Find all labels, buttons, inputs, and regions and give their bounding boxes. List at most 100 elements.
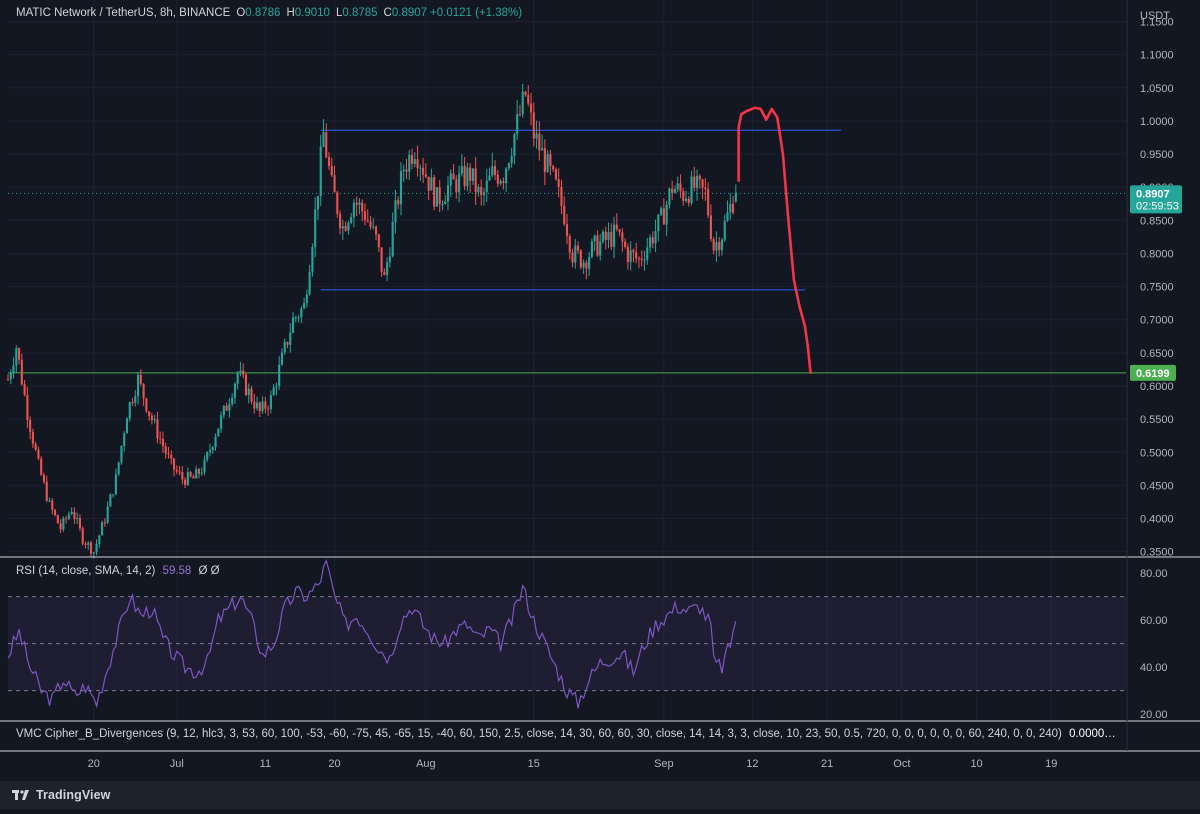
candle-body <box>264 401 267 409</box>
last-price-countdown: 02:59:53 <box>1136 200 1179 212</box>
price-tick-label: 0.8000 <box>1140 248 1174 260</box>
candle-body <box>696 175 699 188</box>
vmc-label[interactable]: VMC Cipher_B_Divergences (9, 12, hlc3, 3… <box>16 728 1062 740</box>
candle-body <box>549 153 552 167</box>
candle-body <box>153 419 156 421</box>
candle-body <box>510 155 513 164</box>
candle-body <box>388 256 391 263</box>
candle-body <box>84 543 87 545</box>
candle-body <box>532 112 535 139</box>
candle-body <box>380 247 383 272</box>
candle-body <box>300 308 303 318</box>
candle-body <box>95 543 98 553</box>
candle-body <box>618 229 621 233</box>
candle-body <box>574 245 577 263</box>
candle-body <box>117 462 120 475</box>
candle-body <box>128 402 131 419</box>
candle-body <box>9 373 12 380</box>
symbol-title[interactable]: MATIC Network / TetherUS, 8h, BINANCE <box>16 7 231 19</box>
low-value: 0.8785 <box>342 7 378 19</box>
candle-body <box>322 132 325 147</box>
candle-body <box>200 472 203 474</box>
rsi-label[interactable]: RSI (14, close, SMA, 14, 2) <box>16 565 156 577</box>
candle-body <box>275 385 278 388</box>
candle-body <box>53 509 57 516</box>
candle-body <box>496 174 499 184</box>
candle-body <box>430 177 433 191</box>
candle-body <box>73 511 76 519</box>
candlestick-series <box>6 83 737 559</box>
candle-body <box>314 209 317 248</box>
candle-body <box>477 186 480 193</box>
candle-body <box>167 453 170 455</box>
candle-body <box>203 459 206 473</box>
candle-body <box>325 132 328 158</box>
candle-body <box>665 204 668 225</box>
price-tick-label: 0.9500 <box>1140 149 1174 161</box>
candle-body <box>571 252 574 263</box>
candle-body <box>220 415 223 429</box>
candle-body <box>333 175 336 193</box>
candle-body <box>20 359 23 385</box>
candle-body <box>261 401 264 412</box>
candle-body <box>286 341 289 345</box>
candle-body <box>435 187 438 207</box>
candle-body <box>145 398 148 412</box>
candle-body <box>413 159 416 165</box>
time-tick-label: 19 <box>1045 758 1057 770</box>
candle-body <box>23 384 26 395</box>
candle-body <box>156 419 159 439</box>
candle-body <box>427 176 430 191</box>
candle-body <box>341 226 344 229</box>
candle-body <box>565 224 569 237</box>
candle-body <box>424 174 427 177</box>
high-value: 0.9010 <box>294 7 330 19</box>
candle-body <box>170 454 173 459</box>
tradingview-brand[interactable]: TradingView <box>36 788 111 802</box>
candle-body <box>148 411 151 416</box>
candle-body <box>137 375 140 397</box>
projection-path[interactable] <box>737 106 812 375</box>
candle-body <box>233 383 236 398</box>
candle-body <box>582 262 585 268</box>
price-tick-label: 0.5000 <box>1140 447 1174 459</box>
candle-body <box>278 364 281 386</box>
candle-body <box>101 522 104 536</box>
candle-body <box>195 469 198 479</box>
candle-body <box>62 518 65 530</box>
axes: 1.15001.10001.05001.00000.95000.90000.85… <box>0 0 1200 770</box>
candle-body <box>375 226 378 235</box>
candle-body <box>599 241 602 256</box>
support-price-badge-value: 0.6199 <box>1136 368 1170 380</box>
last-price-badge-value: 0.8907 <box>1136 188 1170 200</box>
candle-body <box>211 447 214 451</box>
candle-body <box>247 388 250 396</box>
candle-body <box>244 374 248 396</box>
time-tick-label: 11 <box>260 758 271 770</box>
candle-body <box>679 183 682 192</box>
candle-body <box>120 445 123 463</box>
candle-body <box>535 133 538 139</box>
candle-body <box>648 237 652 248</box>
candle-body <box>397 200 400 205</box>
candle-body <box>134 396 137 403</box>
candle-body <box>76 518 79 520</box>
candle-body <box>579 250 582 268</box>
candle-body <box>626 246 629 263</box>
price-axis-currency: USDT <box>1140 10 1170 22</box>
candle-body <box>615 224 618 230</box>
candle-body <box>449 173 452 186</box>
candle-body <box>405 169 408 172</box>
candle-body <box>513 133 516 156</box>
rsi-value: 59.58 <box>162 565 192 577</box>
rsi-line <box>7 558 737 709</box>
horizontal-levels <box>8 129 1126 374</box>
candle-body <box>488 175 491 181</box>
candle-body <box>629 250 632 263</box>
candle-body <box>125 418 129 434</box>
projection-drawing[interactable] <box>737 106 812 375</box>
candle-body <box>48 500 51 502</box>
candle-body <box>607 232 610 240</box>
candle-body <box>394 200 397 222</box>
